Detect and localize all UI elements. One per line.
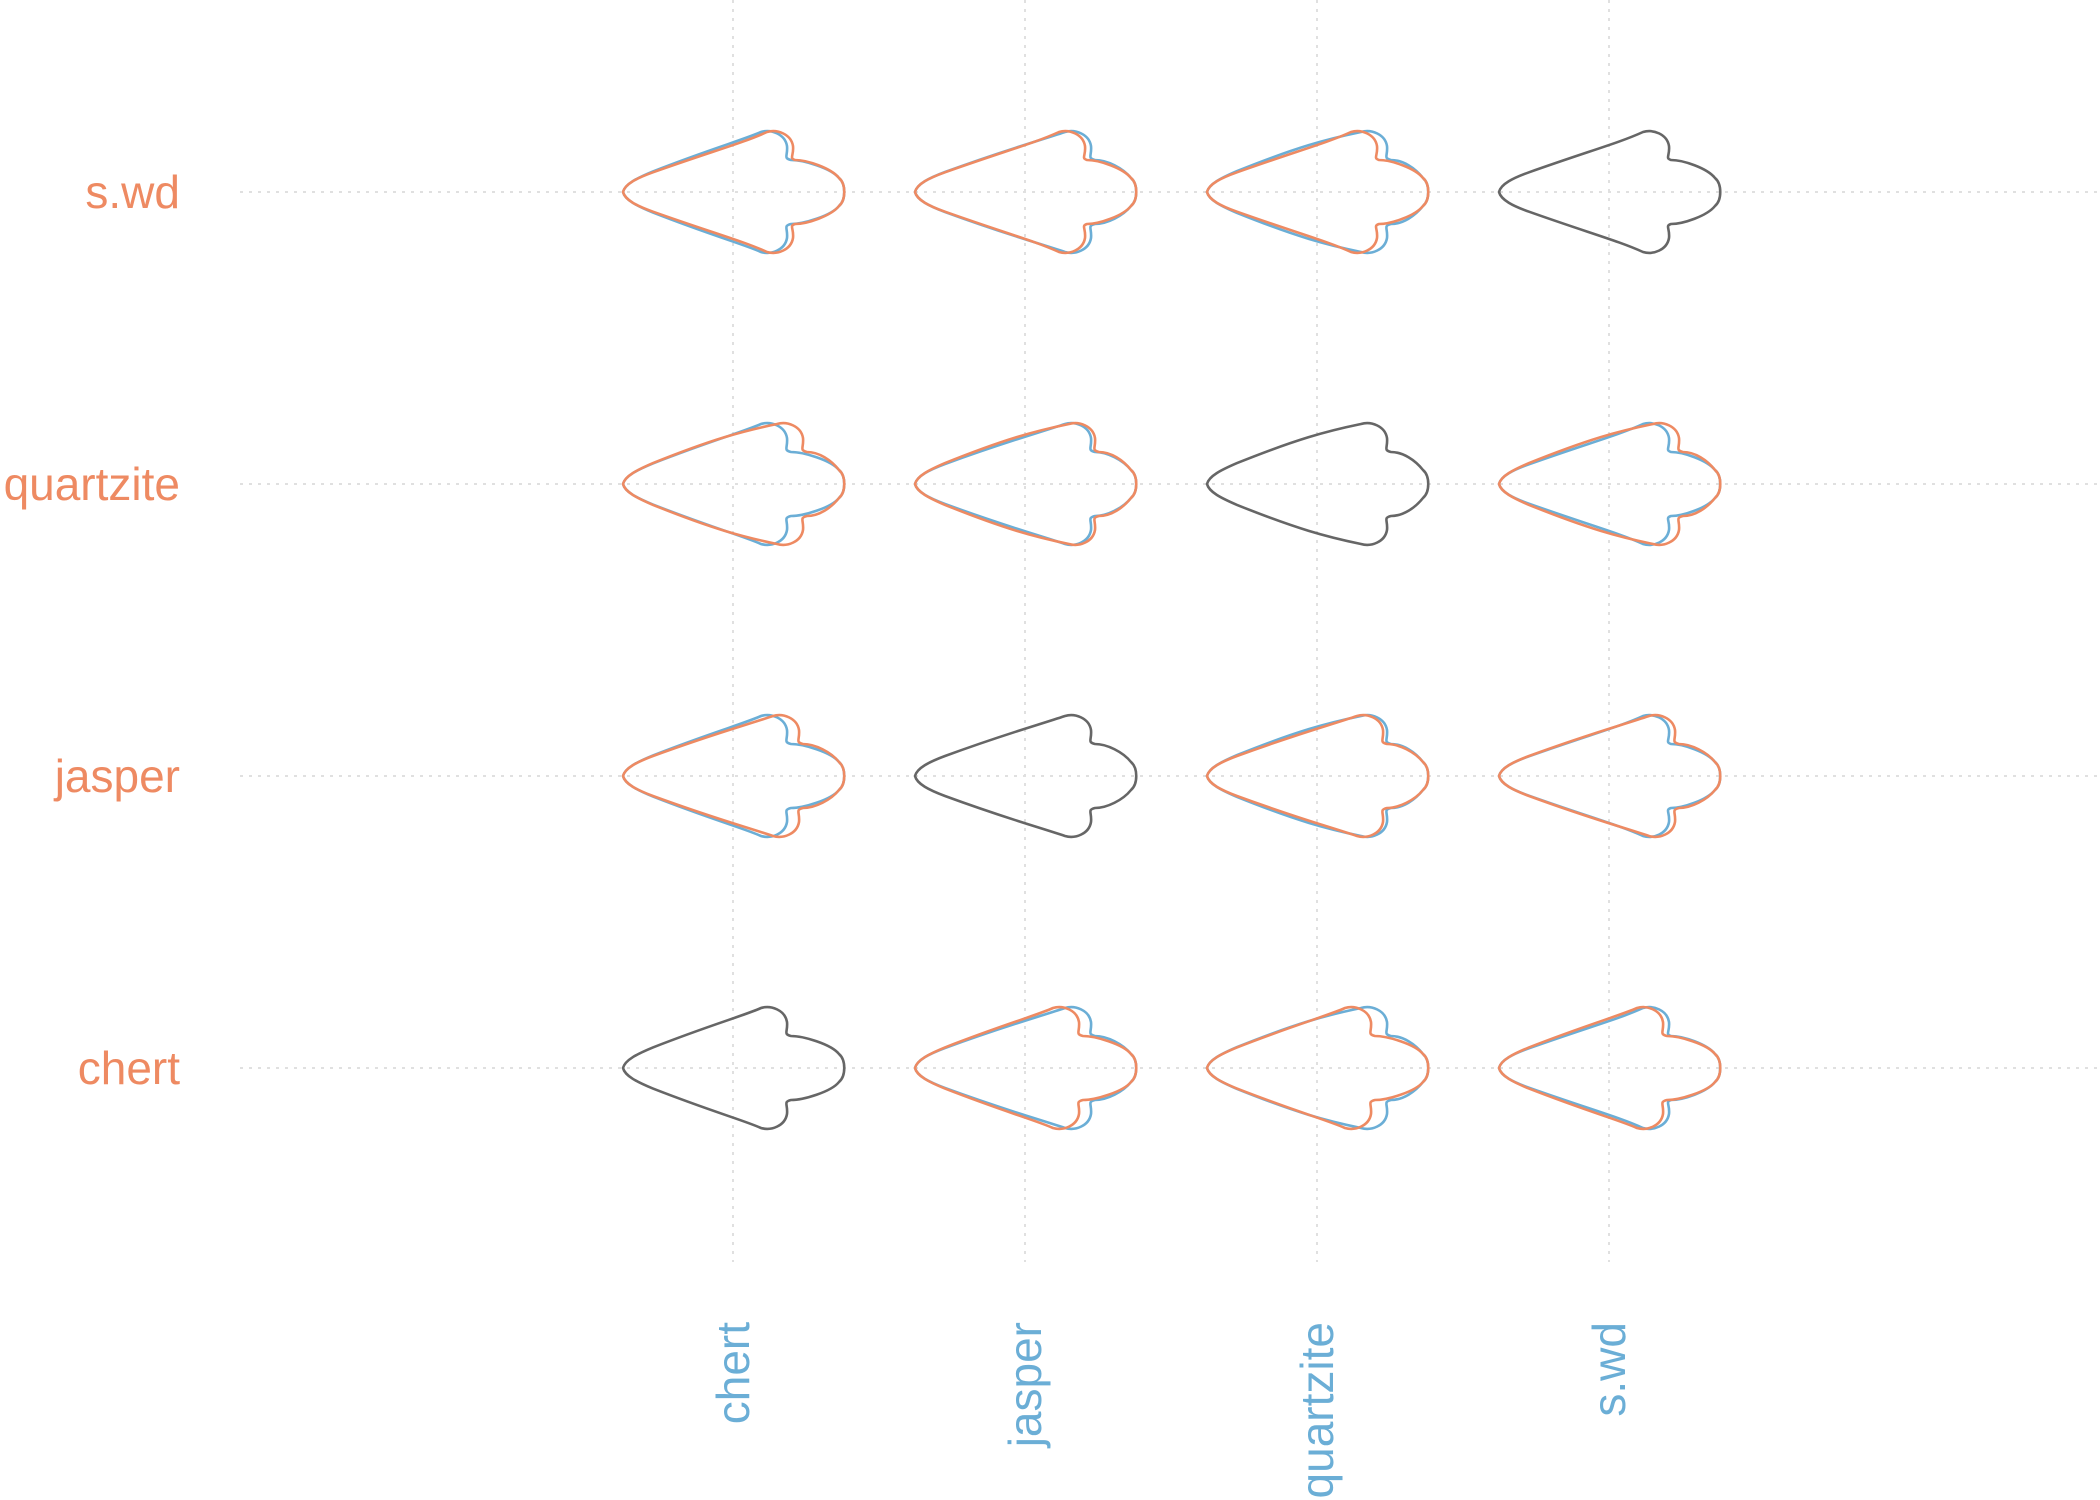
panel-s-wd-vs-jasper <box>913 129 1138 255</box>
outline-jasper <box>913 713 1138 839</box>
outline-s-wd <box>621 129 846 255</box>
panel-chert-vs-chert <box>621 1005 846 1131</box>
y-tick-label-chert: chert <box>78 1042 180 1094</box>
panel-chert-vs-jasper <box>913 1005 1138 1131</box>
outline-quartzite <box>1205 421 1430 547</box>
panel-s-wd-vs-chert <box>621 129 846 255</box>
panel-s-wd-vs-s-wd <box>1497 129 1722 255</box>
panel-jasper-vs-quartzite <box>1205 713 1430 839</box>
panel-chert-vs-s-wd <box>1497 1005 1722 1131</box>
x-axis-tick-labels: chert jasper quartzite s.wd <box>707 1322 1635 1499</box>
x-tick-label-quartzite: quartzite <box>1291 1322 1343 1498</box>
y-tick-label-s-wd: s.wd <box>85 166 180 218</box>
y-tick-label-quartzite: quartzite <box>4 458 180 510</box>
outline-chert <box>621 1005 846 1131</box>
outline-jasper <box>1205 713 1430 839</box>
panel-s-wd-vs-quartzite <box>1205 129 1430 255</box>
outline-quartzite <box>621 421 846 547</box>
outline-jasper <box>1497 713 1722 839</box>
outline-s-wd <box>1497 129 1722 255</box>
panel-jasper-vs-jasper <box>913 713 1138 839</box>
panel-quartzite-vs-quartzite <box>1205 421 1430 547</box>
panel-jasper-vs-s-wd <box>1497 713 1722 839</box>
outline-panels <box>621 129 1722 1131</box>
outline-quartzite <box>1497 421 1722 547</box>
outline-s-wd <box>913 129 1138 255</box>
panel-quartzite-vs-chert <box>621 421 846 547</box>
y-axis-tick-labels: chert jasper quartzite s.wd <box>4 166 181 1094</box>
outline-chert <box>1205 1005 1430 1131</box>
panel-quartzite-vs-jasper <box>913 421 1138 547</box>
panel-quartzite-vs-s-wd <box>1497 421 1722 547</box>
x-tick-label-chert: chert <box>707 1322 759 1424</box>
y-tick-label-jasper: jasper <box>53 750 180 802</box>
panel-chert-vs-quartzite <box>1205 1005 1430 1131</box>
grid-lines <box>240 0 2100 1262</box>
outline-jasper <box>621 713 846 839</box>
outline-chert <box>913 1005 1138 1131</box>
x-tick-label-s-wd: s.wd <box>1583 1322 1635 1417</box>
x-tick-label-jasper: jasper <box>999 1322 1051 1449</box>
outline-chert <box>1497 1005 1722 1131</box>
panel-jasper-vs-chert <box>621 713 846 839</box>
outline-s-wd <box>1205 129 1430 255</box>
outline-quartzite <box>913 421 1138 547</box>
